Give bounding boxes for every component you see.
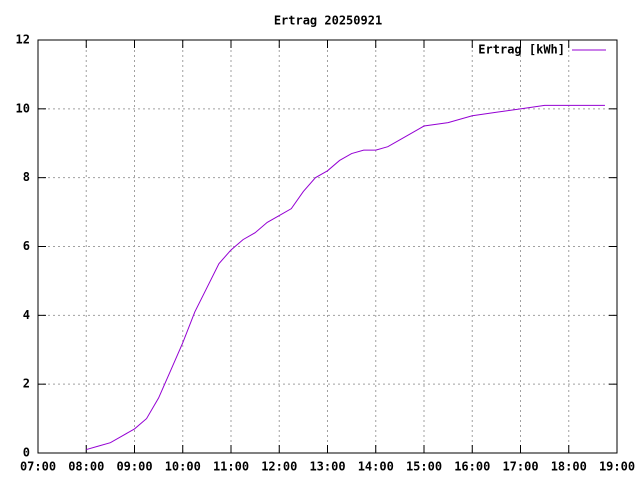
x-tick-label: 11:00 [213,460,249,474]
x-tick-label: 09:00 [116,460,152,474]
x-tick-label: 15:00 [406,460,442,474]
plot-frame [37,39,618,454]
x-tick-label: 14:00 [358,460,394,474]
x-tick-label: 19:00 [599,460,635,474]
y-tick-label: 4 [23,308,30,322]
y-tick-label: 2 [23,377,30,391]
x-tick-label: 18:00 [551,460,587,474]
y-tick-label: 12 [16,33,30,47]
y-tick-label: 6 [23,239,30,253]
x-tick-label: 16:00 [454,460,490,474]
x-tick-label: 12:00 [261,460,297,474]
x-tick-label: 07:00 [20,460,56,474]
y-tick-label: 0 [23,446,30,460]
y-tick-label: 10 [16,101,30,115]
x-tick-label: 08:00 [68,460,104,474]
y-tick-label: 8 [23,170,30,184]
x-tick-label: 10:00 [165,460,201,474]
x-tick-label: 13:00 [309,460,345,474]
chart-title: Ertrag 20250921 [274,14,382,28]
x-tick-label: 17:00 [502,460,538,474]
data-line [86,104,605,451]
legend-label: Ertrag [kWh] [478,43,565,57]
